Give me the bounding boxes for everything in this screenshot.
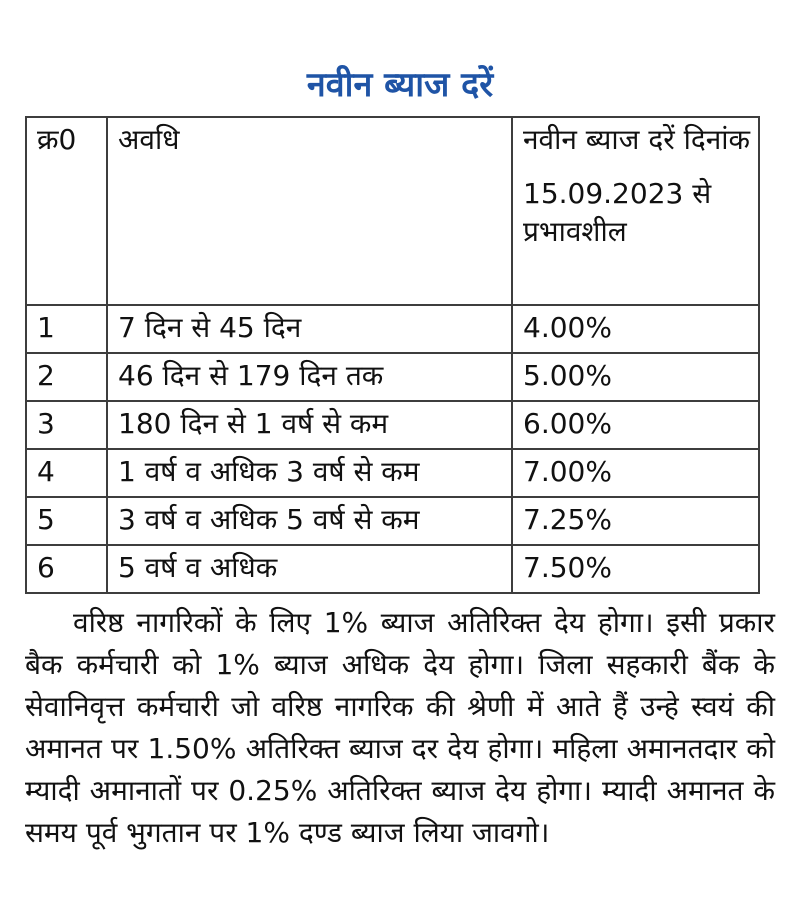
cell-rate: 7.00% xyxy=(511,448,760,498)
cell-rate: 6.00% xyxy=(511,400,760,450)
cell-serial-number: 1 xyxy=(25,304,108,354)
cell-serial-number: 3 xyxy=(25,400,108,450)
cell-rate: 5.00% xyxy=(511,352,760,402)
table-row: 5 3 वर्ष व अधिक 5 वर्ष से कम 7.25% xyxy=(25,496,760,546)
header-serial-number: क्र0 xyxy=(25,116,108,306)
cell-rate: 4.00% xyxy=(511,304,760,354)
cell-period: 1 वर्ष व अधिक 3 वर्ष से कम xyxy=(106,448,513,498)
cell-period: 5 वर्ष व अधिक xyxy=(106,544,513,594)
cell-rate: 7.50% xyxy=(511,544,760,594)
table-row: 6 5 वर्ष व अधिक 7.50% xyxy=(25,544,760,594)
cell-rate: 7.25% xyxy=(511,496,760,546)
header-period: अवधि xyxy=(106,116,513,306)
page-title: नवीन ब्याज दरें xyxy=(306,65,494,105)
header-new-rate-line2: 15.09.2023 से प्रभावशील xyxy=(523,176,712,248)
cell-serial-number: 5 xyxy=(25,496,108,546)
table-row: 4 1 वर्ष व अधिक 3 वर्ष से कम 7.00% xyxy=(25,448,760,498)
cell-serial-number: 2 xyxy=(25,352,108,402)
cell-period: 3 वर्ष व अधिक 5 वर्ष से कम xyxy=(106,496,513,546)
cell-serial-number: 6 xyxy=(25,544,108,594)
cell-period: 180 दिन से 1 वर्ष से कम xyxy=(106,400,513,450)
header-new-rate: नवीन ब्याज दरें दिनांक 15.09.2023 से प्र… xyxy=(511,116,760,306)
cell-serial-number: 4 xyxy=(25,448,108,498)
table-header-row: क्र0 अवधि नवीन ब्याज दरें दिनांक 15.09.2… xyxy=(25,116,760,306)
table-row: 2 46 दिन से 179 दिन तक 5.00% xyxy=(25,352,760,402)
cell-period: 7 दिन से 45 दिन xyxy=(106,304,513,354)
cell-period: 46 दिन से 179 दिन तक xyxy=(106,352,513,402)
table-row: 3 180 दिन से 1 वर्ष से कम 6.00% xyxy=(25,400,760,450)
header-new-rate-line1: नवीन ब्याज दरें दिनांक xyxy=(523,123,750,156)
table-row: 1 7 दिन से 45 दिन 4.00% xyxy=(25,304,760,354)
interest-rates-table: क्र0 अवधि नवीन ब्याज दरें दिनांक 15.09.2… xyxy=(25,116,760,594)
notes-paragraph: वरिष्ठ नागरिकों के लिए 1% ब्याज अतिरिक्त… xyxy=(25,606,775,849)
